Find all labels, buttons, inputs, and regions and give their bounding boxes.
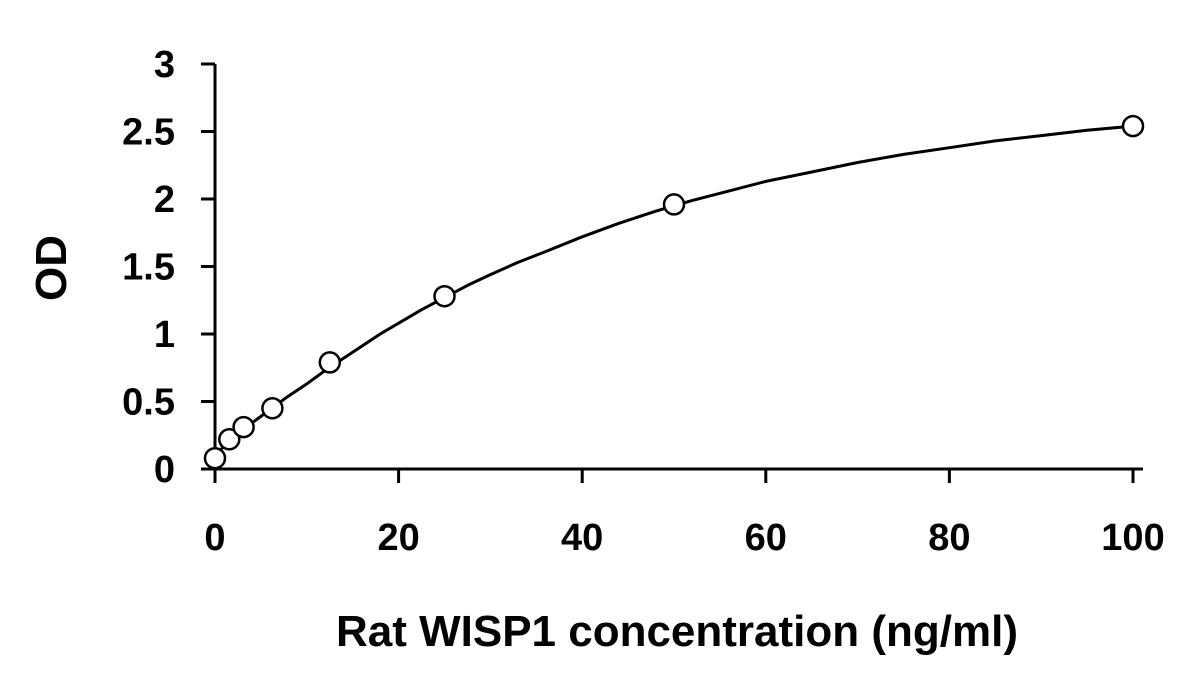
axes bbox=[213, 64, 1143, 471]
data-point bbox=[203, 446, 227, 470]
fitted-curve-layer bbox=[213, 124, 1134, 457]
x-tick-label: 40 bbox=[561, 517, 603, 559]
x-tick-label: 60 bbox=[745, 517, 787, 559]
x-axis-title: Rat WISP1 concentration (ng/ml) bbox=[336, 607, 1018, 656]
x-tick-label: 80 bbox=[928, 517, 970, 559]
y-tick-label: 1 bbox=[154, 314, 175, 356]
y-axis-title: OD bbox=[27, 235, 76, 301]
y-tick-label: 3 bbox=[154, 44, 175, 86]
tick-marks bbox=[201, 62, 1135, 483]
tick-labels: 0 0.5 1 1.5 2 2.5 3 0 20 40 60 80 100 bbox=[122, 44, 1165, 559]
data-point bbox=[261, 397, 284, 420]
x-tick-label: 0 bbox=[204, 517, 225, 559]
x-tick-label: 100 bbox=[1101, 517, 1164, 559]
data-point bbox=[1121, 114, 1145, 138]
y-tick-label: 1.5 bbox=[122, 247, 175, 289]
y-tick-label: 2.5 bbox=[122, 112, 175, 154]
x-tick-label: 20 bbox=[377, 517, 419, 559]
data-point bbox=[232, 415, 255, 439]
fitted-curve bbox=[213, 124, 1134, 457]
data-point bbox=[433, 284, 456, 308]
y-tick-label: 0 bbox=[154, 449, 175, 491]
y-tick-label: 0.5 bbox=[122, 382, 175, 424]
data-point bbox=[218, 428, 241, 451]
data-point bbox=[662, 193, 686, 216]
y-tick-label: 2 bbox=[154, 179, 175, 221]
data-point bbox=[318, 351, 342, 374]
data-points-layer bbox=[203, 114, 1145, 470]
